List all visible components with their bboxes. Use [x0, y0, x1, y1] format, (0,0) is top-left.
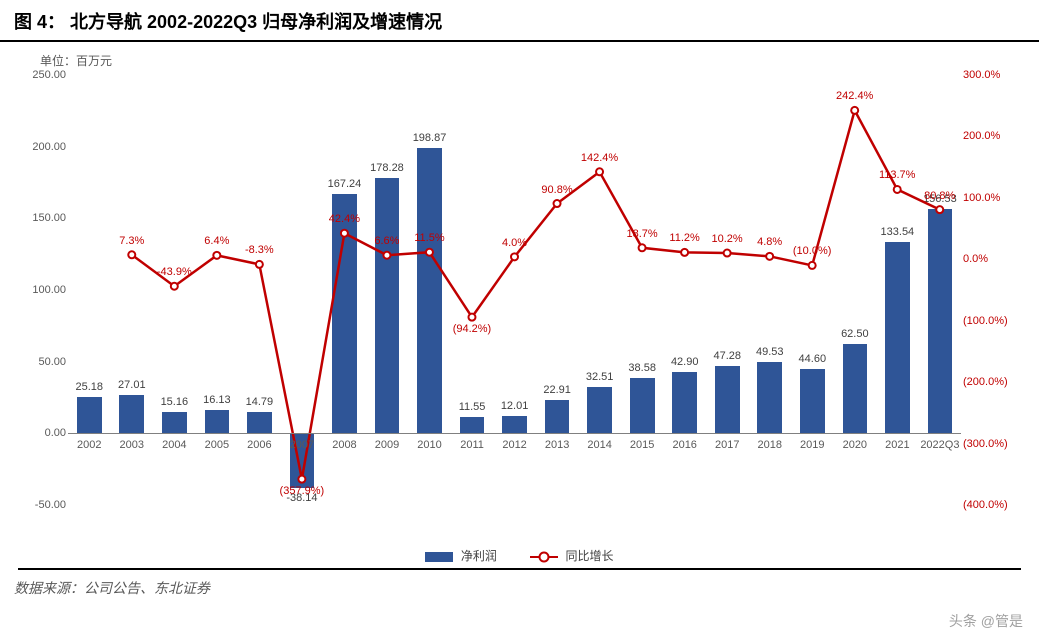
growth-label: (10.0%): [793, 245, 832, 257]
growth-label: 18.7%: [626, 228, 657, 240]
x-tick-label: 2015: [621, 439, 664, 451]
y-right-tick: (400.0%): [963, 499, 1021, 511]
growth-line: [132, 110, 940, 479]
y-left-tick: 200.00: [18, 141, 66, 153]
y-left-tick: 50.00: [18, 356, 66, 368]
y-axis-right: (400.0%)(300.0%)(200.0%)(100.0%)0.0%100.…: [963, 75, 1021, 505]
growth-label: 6.6%: [374, 235, 399, 247]
x-tick-label: 2003: [111, 439, 154, 451]
legend-bar-swatch: [425, 552, 453, 562]
legend-line-swatch: [530, 556, 558, 558]
line-marker: [681, 249, 688, 256]
x-tick-label: 2002: [68, 439, 111, 451]
legend-line-label: 同比增长: [566, 549, 614, 563]
growth-label: 11.5%: [414, 232, 444, 244]
line-marker: [426, 249, 433, 256]
x-tick-label: 2014: [578, 439, 621, 451]
x-axis: 2002200320042005200620072008200920102011…: [68, 439, 961, 451]
y-left-tick: 250.00: [18, 69, 66, 81]
legend-bar-label: 净利润: [461, 549, 497, 563]
x-tick-label: 2017: [706, 439, 749, 451]
x-tick-label: 2018: [749, 439, 792, 451]
x-tick-label: 2009: [366, 439, 409, 451]
x-tick-label: 2007: [281, 439, 324, 451]
x-tick-label: 2022Q3: [919, 439, 962, 451]
x-tick-label: 2008: [323, 439, 366, 451]
growth-label: 4.8%: [757, 236, 782, 248]
growth-label: 4.0%: [502, 237, 527, 249]
line-marker: [213, 252, 220, 259]
growth-label: 80.8%: [924, 190, 955, 202]
line-marker: [171, 283, 178, 290]
x-tick-label: 2011: [451, 439, 494, 451]
line-marker: [851, 107, 858, 114]
y-right-tick: 200.0%: [963, 130, 1021, 142]
y-right-tick: 100.0%: [963, 192, 1021, 204]
line-marker: [468, 314, 475, 321]
growth-label: 113.7%: [879, 169, 916, 181]
growth-label: 90.8%: [541, 184, 572, 196]
x-tick-label: 2006: [238, 439, 281, 451]
figure-title-text: 北方导航 2002-2022Q3 归母净利润及增速情况: [70, 12, 442, 32]
growth-label: 10.2%: [712, 233, 743, 245]
y-left-tick: 100.00: [18, 284, 66, 296]
x-tick-label: 2020: [834, 439, 877, 451]
data-source: 数据来源：公司公告、东北证券: [0, 570, 1039, 598]
y-left-tick: 150.00: [18, 212, 66, 224]
line-marker: [298, 476, 305, 483]
x-tick-label: 2019: [791, 439, 834, 451]
y-right-tick: 300.0%: [963, 69, 1021, 81]
figure-title-prefix: 图 4：: [14, 12, 65, 32]
growth-label: (94.2%): [453, 323, 492, 335]
line-marker: [724, 250, 731, 257]
growth-label: -43.9%: [157, 266, 192, 278]
line-marker: [766, 253, 773, 260]
growth-label: (357.9%): [280, 485, 325, 497]
growth-label: 242.4%: [836, 90, 873, 102]
line-marker: [894, 186, 901, 193]
line-marker: [128, 251, 135, 258]
growth-label: 11.2%: [669, 232, 699, 244]
line-marker: [383, 252, 390, 259]
y-right-tick: (300.0%): [963, 438, 1021, 450]
y-right-tick: (200.0%): [963, 376, 1021, 388]
watermark: 头条 @管是: [949, 611, 1023, 631]
chart-container: -50.000.0050.00100.00150.00200.00250.00 …: [18, 69, 1021, 570]
plot-area: -50.000.0050.00100.00150.00200.00250.00 …: [68, 75, 961, 505]
line-marker: [936, 206, 943, 213]
growth-label: -8.3%: [245, 244, 274, 256]
x-tick-label: 2021: [876, 439, 919, 451]
growth-label: 42.4%: [329, 213, 360, 225]
unit-label: 单位：百万元: [0, 42, 1039, 69]
x-tick-label: 2004: [153, 439, 196, 451]
y-axis-left: -50.000.0050.00100.00150.00200.00250.00: [18, 75, 66, 505]
y-right-tick: (100.0%): [963, 315, 1021, 327]
x-tick-label: 2013: [536, 439, 579, 451]
growth-label: 6.4%: [204, 235, 229, 247]
line-marker: [341, 230, 348, 237]
line-marker: [639, 244, 646, 251]
line-marker: [511, 253, 518, 260]
y-left-tick: 0.00: [18, 427, 66, 439]
growth-label: 7.3%: [119, 235, 144, 247]
x-tick-label: 2005: [196, 439, 239, 451]
figure-title: 图 4： 北方导航 2002-2022Q3 归母净利润及增速情况: [0, 0, 1039, 42]
growth-label: 142.4%: [581, 152, 618, 164]
x-tick-label: 2016: [663, 439, 706, 451]
line-marker: [809, 262, 816, 269]
line-marker: [554, 200, 561, 207]
y-right-tick: 0.0%: [963, 253, 1021, 265]
y-left-tick: -50.00: [18, 499, 66, 511]
x-tick-label: 2010: [408, 439, 451, 451]
legend: 净利润 同比增长: [18, 547, 1021, 570]
x-tick-label: 2012: [493, 439, 536, 451]
line-marker: [256, 261, 263, 268]
line-marker: [596, 168, 603, 175]
